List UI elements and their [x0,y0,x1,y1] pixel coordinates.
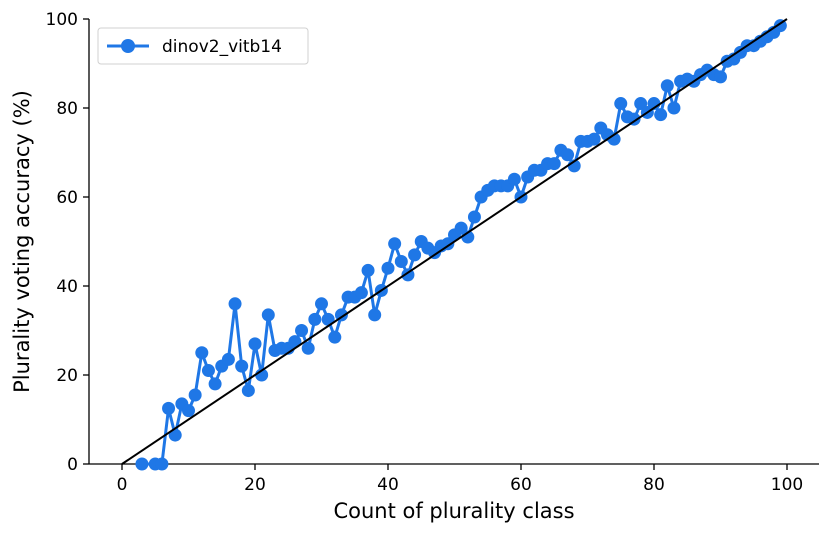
y-tick-label: 100 [46,10,78,30]
series-line [141,24,782,466]
data-point [354,286,368,300]
data-point [660,79,674,93]
data-point [241,384,255,398]
data-point [614,97,628,111]
data-point [507,172,521,186]
x-tick-label: 80 [643,475,665,495]
x-tick-label: 0 [117,475,128,495]
x-axis-ticks: 0 20 40 60 80 100 [117,464,803,495]
data-point [587,132,601,146]
y-tick-label: 20 [56,366,78,386]
y-tick-label: 40 [56,277,78,297]
y-tick-label: 80 [56,99,78,119]
plot-area: 0 20 40 60 80 100 0 20 40 60 80 100 [46,10,819,495]
data-point [561,148,575,162]
data-point [228,297,242,311]
data-point [321,312,335,326]
data-point [195,346,209,360]
data-point [467,210,481,224]
legend: dinov2_vitb14 [97,27,309,65]
data-point [301,341,315,355]
legend-series-marker [121,39,135,53]
y-axis-title: Plurality voting accuracy (%) [10,90,34,393]
data-point [261,308,275,322]
legend-box [97,27,309,65]
data-point [208,377,222,391]
data-point [394,255,408,269]
data-point [135,457,149,471]
data-point [288,335,302,349]
data-point [315,297,328,311]
series-layer [135,19,787,471]
x-tick-label: 100 [771,475,803,495]
data-point [235,359,249,373]
x-tick-label: 40 [377,475,399,495]
data-point [381,261,395,275]
data-point [408,248,422,262]
data-point [182,404,195,418]
data-point [168,428,182,442]
data-point [188,388,202,402]
data-point [634,97,648,111]
legend-series-label: dinov2_vitb14 [162,37,282,57]
data-point [368,308,382,322]
data-point [155,457,169,471]
data-point [454,221,468,235]
x-tick-label: 60 [510,475,532,495]
data-point [388,237,402,251]
y-tick-label: 60 [56,188,78,208]
data-point [667,101,681,115]
y-axis-ticks: 0 20 40 60 80 100 [46,10,89,475]
data-point [162,401,176,415]
data-point [295,324,309,337]
reference-line [121,18,788,465]
data-point [308,312,322,326]
data-point [547,157,561,171]
data-point [654,108,668,122]
x-axis-title: Count of plurality class [333,499,574,523]
data-point [328,330,342,344]
data-point [714,70,727,84]
data-point [221,352,235,366]
data-point [361,263,375,277]
x-tick-label: 20 [244,475,266,495]
y-tick-label: 0 [67,455,78,475]
data-point [201,364,215,378]
data-point [248,337,262,351]
